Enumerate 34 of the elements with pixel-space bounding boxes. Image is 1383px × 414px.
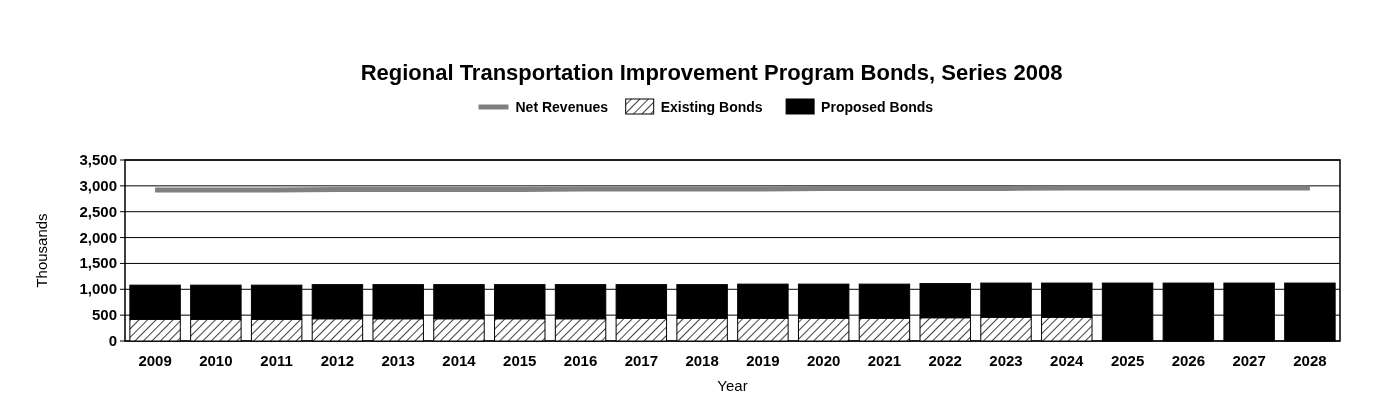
y-tick-label: 0 (108, 332, 117, 349)
x-tick-label: 2028 (1293, 352, 1327, 369)
x-axis-title: Year (717, 377, 748, 394)
x-tick-label: 2015 (503, 352, 537, 369)
x-tick-label: 2010 (199, 352, 233, 369)
x-tick-label: 2012 (320, 352, 355, 369)
legend-label: Existing Bonds (660, 99, 763, 115)
y-axis-title: Thousands (33, 213, 50, 288)
chart-title: Regional Transportation Improvement Program Bonds, Series 2008 (360, 60, 1063, 85)
x-tick-label: 2011 (260, 352, 293, 369)
x-tick-label: 2023 (989, 352, 1023, 369)
x-tick-label: 2019 (746, 352, 780, 369)
y-tick-label: 3,500 (79, 151, 117, 168)
x-tick-label: 2020 (806, 352, 841, 369)
x-tick-label: 2017 (624, 352, 659, 369)
x-tick-label: 2009 (138, 352, 172, 369)
x-tick-label: 2024 (1050, 352, 1085, 369)
x-tick-label: 2025 (1110, 352, 1145, 369)
y-tick-label: 500 (91, 306, 117, 324)
y-tick-label: 3,000 (79, 176, 117, 194)
y-tick-label: 2,000 (79, 228, 117, 246)
y-tick-label: 1,000 (79, 280, 117, 298)
legend-label: Net Revenues (515, 99, 609, 115)
x-tick-label: 2014 (442, 352, 477, 369)
x-tick-label: 2016 (563, 352, 598, 369)
x-tick-label: 2026 (1171, 352, 1206, 369)
x-tick-label: 2021 (867, 352, 902, 369)
x-tick-label: 2013 (381, 352, 415, 369)
y-tick-label: 1,500 (79, 254, 117, 272)
legend-label: Proposed Bonds (821, 99, 934, 115)
x-tick-label: 2022 (928, 352, 962, 369)
y-tick-label: 2,500 (79, 202, 117, 220)
x-tick-label: 2018 (685, 352, 719, 369)
x-tick-label: 2027 (1232, 352, 1266, 369)
